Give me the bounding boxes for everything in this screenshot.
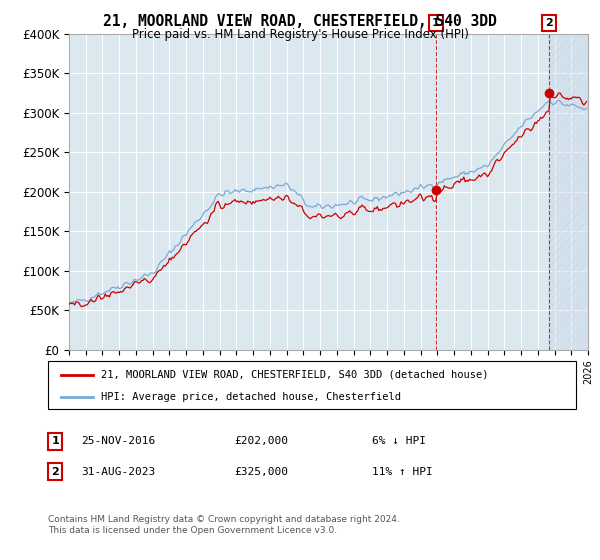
- Text: 31-AUG-2023: 31-AUG-2023: [81, 466, 155, 477]
- Text: 25-NOV-2016: 25-NOV-2016: [81, 436, 155, 446]
- Text: 21, MOORLAND VIEW ROAD, CHESTERFIELD, S40 3DD: 21, MOORLAND VIEW ROAD, CHESTERFIELD, S4…: [103, 14, 497, 29]
- Text: 1: 1: [52, 436, 59, 446]
- Text: 1: 1: [432, 18, 440, 28]
- FancyBboxPatch shape: [48, 361, 576, 409]
- Text: £202,000: £202,000: [234, 436, 288, 446]
- Text: 11% ↑ HPI: 11% ↑ HPI: [372, 466, 433, 477]
- Text: 6% ↓ HPI: 6% ↓ HPI: [372, 436, 426, 446]
- Bar: [549, 34, 588, 350]
- Text: £325,000: £325,000: [234, 466, 288, 477]
- Text: Price paid vs. HM Land Registry's House Price Index (HPI): Price paid vs. HM Land Registry's House …: [131, 28, 469, 41]
- Text: This data is licensed under the Open Government Licence v3.0.: This data is licensed under the Open Gov…: [48, 526, 337, 535]
- Text: 2: 2: [52, 466, 59, 477]
- Text: 21, MOORLAND VIEW ROAD, CHESTERFIELD, S40 3DD (detached house): 21, MOORLAND VIEW ROAD, CHESTERFIELD, S4…: [101, 370, 488, 380]
- Text: Contains HM Land Registry data © Crown copyright and database right 2024.: Contains HM Land Registry data © Crown c…: [48, 515, 400, 524]
- Text: 2: 2: [545, 18, 553, 28]
- Text: HPI: Average price, detached house, Chesterfield: HPI: Average price, detached house, Ches…: [101, 392, 401, 402]
